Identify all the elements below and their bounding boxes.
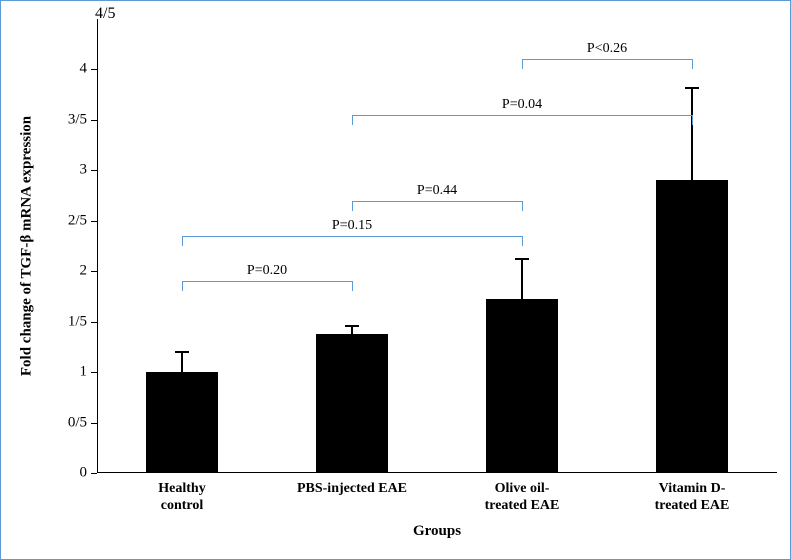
bar	[146, 372, 217, 473]
x-axis-title: Groups	[413, 523, 461, 540]
error-cap	[515, 258, 529, 260]
xtick-label: Olive oil- treated EAE	[437, 473, 607, 515]
bracket-end	[692, 59, 693, 69]
bar	[486, 299, 557, 473]
ytick-label: 0/5	[68, 414, 97, 431]
bracket	[182, 281, 352, 282]
error-cap	[175, 351, 189, 353]
p-value-label: P=0.04	[502, 97, 542, 113]
bracket-end	[352, 281, 353, 291]
error-bar	[181, 352, 183, 372]
y-axis-line	[97, 19, 98, 473]
ytick-label: 3	[80, 162, 98, 179]
xtick-label: PBS-injected EAE	[267, 473, 437, 498]
ytick-label: 1/5	[68, 313, 97, 330]
chart-container: 0 0/5 1 1/5 2 2/5 3 3/5 4 Healthy controlPBS-inje…	[0, 0, 791, 560]
error-bar	[521, 259, 523, 299]
p-value-label: P=0.15	[332, 218, 372, 234]
bracket	[182, 236, 522, 237]
xtick-label: Healthy control	[97, 473, 267, 515]
bracket-end	[692, 115, 693, 125]
error-cap	[685, 87, 699, 89]
error-bar	[351, 326, 353, 334]
ytick-label: 2	[80, 263, 98, 280]
top-fraction-label: 4/5	[95, 5, 115, 23]
bracket	[522, 59, 692, 60]
ytick-label: 0	[80, 465, 98, 482]
bracket-end	[352, 115, 353, 125]
bracket-end	[352, 201, 353, 211]
bracket-end	[522, 59, 523, 69]
error-cap	[345, 325, 359, 327]
bracket	[352, 201, 522, 202]
xtick-label: Vitamin D- treated EAE	[607, 473, 777, 515]
p-value-label: P<0.26	[587, 41, 627, 57]
ytick-label: 4	[80, 61, 98, 78]
p-value-label: P=0.20	[247, 263, 287, 279]
bar	[316, 334, 387, 473]
ytick-label: 2/5	[68, 212, 97, 229]
p-value-label: P=0.44	[417, 183, 457, 199]
bracket-end	[182, 281, 183, 291]
plot-area: 00/511/522/533/54Healthy controlPBS-inje…	[97, 19, 777, 473]
ytick-label: 1	[80, 364, 98, 381]
bar	[656, 180, 727, 473]
bracket-end	[522, 201, 523, 211]
bracket-end	[522, 236, 523, 246]
error-bar	[691, 88, 693, 181]
ytick-label: 3/5	[68, 111, 97, 128]
bracket	[352, 115, 692, 116]
bracket-end	[182, 236, 183, 246]
y-axis-title: Fold change of TGF-β mRNA expression	[19, 116, 36, 376]
